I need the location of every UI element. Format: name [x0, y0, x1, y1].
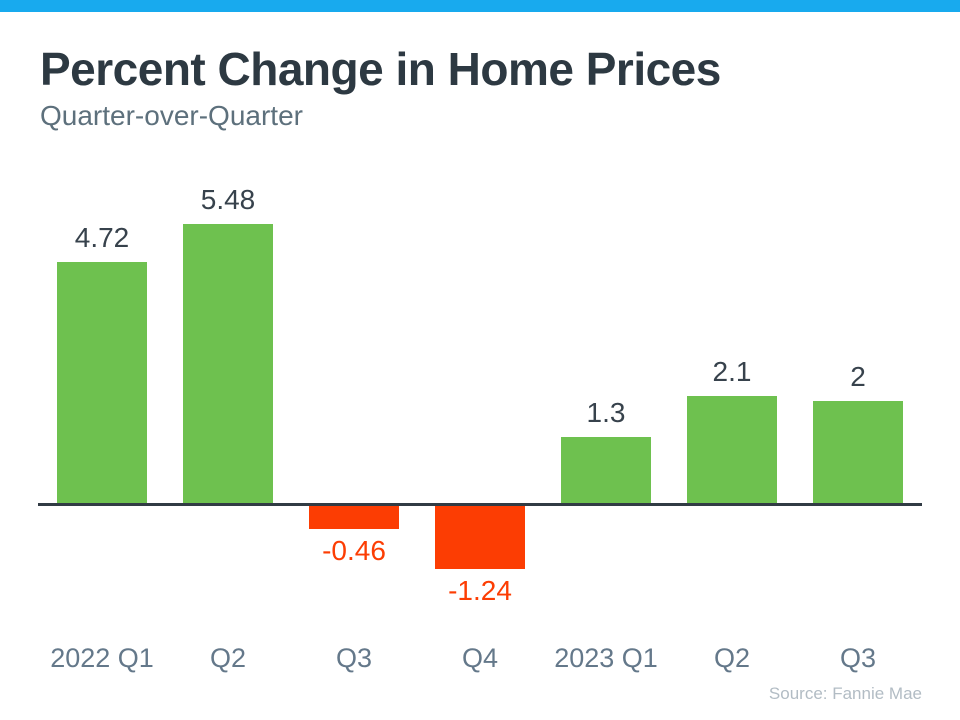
bar — [309, 506, 399, 529]
bar-value-label: -0.46 — [322, 535, 386, 566]
bar-value-label: 4.72 — [74, 222, 130, 253]
top-accent-bar — [0, 0, 960, 12]
source-caption: Source: Fannie Mae — [768, 684, 922, 703]
chart-title: Percent Change in Home Prices — [40, 43, 721, 95]
x-axis-tick-label: Q3 — [335, 643, 373, 673]
bar-value-label: 1.3 — [586, 397, 626, 428]
x-axis-tick-label: Q2 — [209, 643, 247, 673]
bar — [813, 401, 903, 503]
x-axis-tick-label: Q3 — [839, 643, 877, 673]
zero-baseline — [38, 503, 922, 506]
bar — [435, 506, 525, 569]
bar — [183, 224, 273, 503]
bar-value-label: 2.1 — [712, 356, 752, 387]
x-axis-tick-label: Q4 — [461, 643, 499, 673]
bar — [57, 262, 147, 503]
x-axis-tick-label: 2023 Q1 — [554, 643, 658, 673]
bar-value-label: 2 — [850, 361, 866, 392]
bar-value-label: 5.48 — [200, 184, 256, 215]
x-axis-tick-label: Q2 — [713, 643, 751, 673]
chart-subtitle: Quarter-over-Quarter — [40, 100, 303, 131]
x-axis-tick-label: 2022 Q1 — [50, 643, 154, 673]
bar — [687, 396, 777, 503]
bar — [561, 437, 651, 503]
bar-value-label: -1.24 — [448, 575, 512, 606]
